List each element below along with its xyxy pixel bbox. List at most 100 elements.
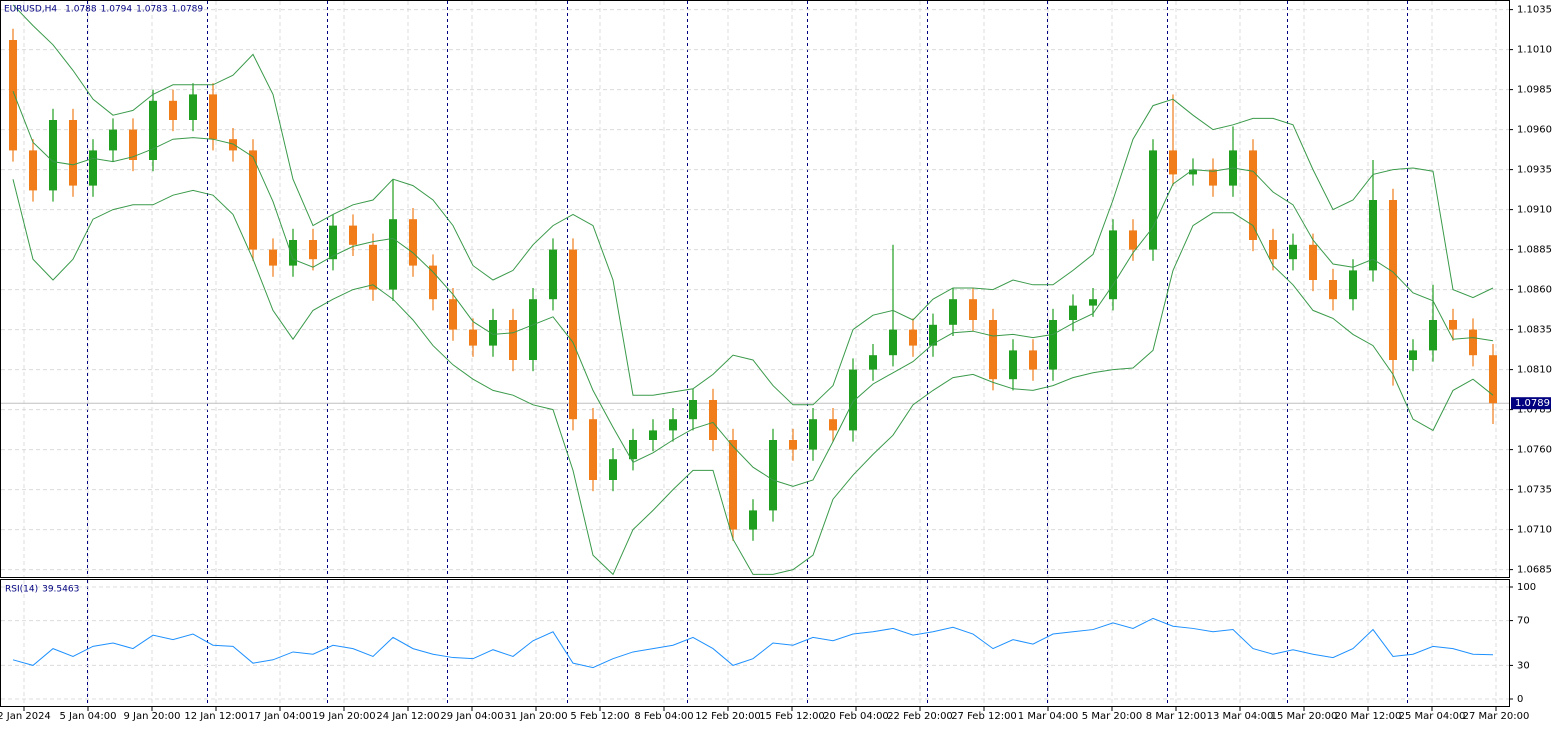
candle-body (1329, 280, 1337, 300)
x-tick-label: 12 Feb 20:00 (695, 711, 761, 722)
x-tick-label: 1 Mar 04:00 (1018, 711, 1078, 722)
x-tick-label: 22 Feb 20:00 (887, 711, 953, 722)
candle-body (729, 440, 737, 530)
band-line (12, 179, 1494, 576)
y-tick-label: 1.0910 (1517, 205, 1552, 216)
y-tick-label: 0 (1517, 694, 1523, 705)
candle-body (1149, 150, 1157, 250)
x-tick-label: 12 Jan 12:00 (184, 711, 247, 722)
candle-body (109, 129, 117, 151)
candle-body (1169, 150, 1177, 175)
labels-layer: 2 Jan 2024 5 Jan 04:00 9 Jan 20:00 12 Jan 1… (0, 5, 1552, 723)
rsi-title: RSI(14) (5, 585, 38, 595)
y-tick-label: 70 (1517, 616, 1530, 627)
candle-body (889, 329, 897, 356)
x-tick-label: 27 Feb 12:00 (951, 711, 1017, 722)
candle-body (1049, 320, 1057, 370)
candle-body (809, 419, 817, 450)
candle-body (229, 139, 237, 151)
y-tick-label: 1.0735 (1517, 485, 1552, 496)
candle-body (1209, 169, 1217, 186)
x-tick-label: 15 Mar 20:00 (1271, 711, 1338, 722)
candle-body (1309, 244, 1317, 280)
candle-body (429, 265, 437, 300)
candle-body (1069, 305, 1077, 320)
candle-body (49, 120, 57, 191)
x-tick-label: 9 Jan 20:00 (124, 711, 181, 722)
candle-body (29, 150, 37, 191)
y-tick-label: 1.0810 (1517, 365, 1552, 376)
candle-body (1369, 200, 1377, 271)
candle-body (1109, 230, 1117, 300)
candle-body (1429, 320, 1437, 351)
candle-body (1129, 230, 1137, 250)
candle-body (1009, 350, 1017, 380)
candle-body (1269, 240, 1277, 260)
y-tick-label: 1.0985 (1517, 85, 1552, 96)
x-tick-label: 8 Feb 04:00 (634, 711, 693, 722)
x-tick-label: 15 Feb 12:00 (759, 711, 825, 722)
y-tick-label: 1.0885 (1517, 245, 1552, 256)
candle-body (1029, 350, 1037, 370)
candle-body (589, 419, 597, 480)
candle-body (269, 249, 277, 266)
candle-body (89, 150, 97, 186)
candle-body (689, 400, 697, 420)
candle-body (969, 299, 977, 320)
candle-body (529, 299, 537, 360)
candle-body (929, 324, 937, 346)
ohlc-value: 1.0788 (65, 5, 97, 15)
candle-body (1409, 350, 1417, 360)
y-tick-label: 1.0760 (1517, 445, 1552, 456)
candle-body (569, 249, 577, 420)
y-tick-label: 1.1035 (1517, 5, 1552, 16)
x-tick-label: 20 Feb 04:00 (823, 711, 889, 722)
x-tick-label: 5 Mar 20:00 (1082, 711, 1142, 722)
candle-body (769, 440, 777, 511)
ohlc-value: 1.0783 (136, 5, 168, 15)
y-tick-label: 1.0835 (1517, 325, 1552, 336)
candle-body (169, 100, 177, 120)
ohlc-value: 1.0789 (172, 5, 204, 15)
x-tick-label: 31 Jan 20:00 (504, 711, 567, 722)
symbol-title: EURUSD,H4 (4, 5, 57, 15)
x-tick-label: 5 Jan 04:00 (60, 711, 117, 722)
candle-body (869, 355, 877, 370)
x-tick-label: 29 Jan 04:00 (440, 711, 503, 722)
candle-body (829, 419, 837, 431)
rsi-panel-frame (0, 579, 1510, 707)
candle-body (989, 320, 997, 380)
candle-body (949, 299, 957, 325)
grid-layer (1, 1, 1509, 706)
x-tick-label: 17 Jan 04:00 (248, 711, 311, 722)
candle-body (609, 459, 617, 480)
x-tick-label: 8 Mar 12:00 (1146, 711, 1206, 722)
candle-body (449, 299, 457, 330)
candle-body (489, 320, 497, 346)
candle-body (69, 120, 77, 186)
x-tick-label: 13 Mar 04:00 (1207, 711, 1274, 722)
candle-body (789, 440, 797, 450)
candle-body (1389, 200, 1397, 360)
candle-body (329, 225, 337, 260)
y-tick-label: 1.0960 (1517, 125, 1552, 136)
candle-body (249, 150, 257, 250)
rsi-value: 39.5463 (42, 585, 79, 595)
candle-body (1449, 320, 1457, 330)
candle-body (1089, 299, 1097, 306)
candle-body (9, 40, 17, 151)
x-tick-label: 25 Mar 04:00 (1399, 711, 1466, 722)
candle-body (649, 430, 657, 440)
current-price-label: 1.0789 (1515, 398, 1550, 409)
y-tick-label: 30 (1517, 660, 1530, 671)
candle-body (509, 320, 517, 360)
candle-body (749, 510, 757, 530)
candle-body (409, 219, 417, 266)
candle-body (849, 369, 857, 431)
candle-body (209, 94, 217, 140)
x-tick-label: 19 Jan 20:00 (312, 711, 375, 722)
y-tick-label: 1.0685 (1517, 565, 1552, 576)
